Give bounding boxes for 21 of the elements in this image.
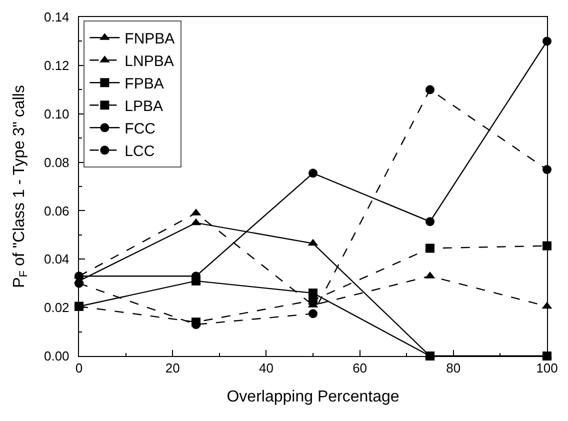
y-tick-label: 0.10 — [44, 106, 70, 122]
x-tick-label: 0 — [75, 360, 83, 376]
x-axis-title: Overlapping Percentage — [226, 388, 400, 406]
y-tick-label: 0.14 — [44, 10, 70, 25]
y-tick-label: 0.06 — [44, 203, 70, 218]
y-tick-label: 0.00 — [44, 348, 70, 364]
y-tick-label: 0.04 — [44, 252, 70, 267]
legend-label: LNPBA — [124, 52, 174, 70]
x-tick-label: 40 — [258, 360, 274, 376]
legend-label: FNPBA — [124, 30, 175, 48]
legend-label: FPBA — [124, 75, 164, 92]
legend-label: LCC — [124, 142, 155, 160]
y-tick-label: 0.08 — [44, 154, 70, 170]
y-tick-label: 0.12 — [44, 58, 70, 73]
legend-label: FCC — [124, 120, 156, 138]
legend-label: LPBA — [124, 98, 164, 115]
x-tick-label: 80 — [446, 360, 461, 376]
x-tick-label: 100 — [536, 360, 558, 376]
y-tick-label: 0.02 — [44, 300, 70, 316]
x-tick-label: 60 — [352, 360, 368, 376]
x-tick-label: 20 — [165, 360, 180, 376]
